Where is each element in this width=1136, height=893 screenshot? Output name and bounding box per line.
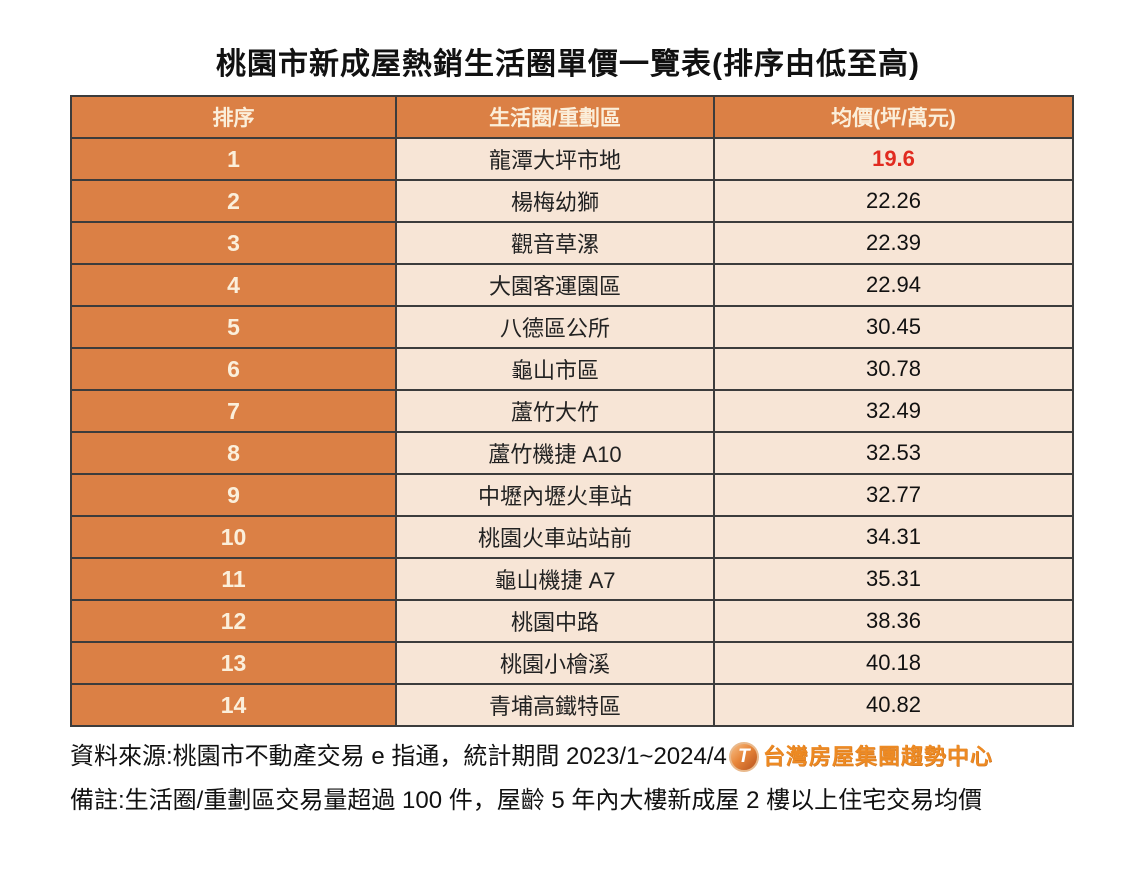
area-cell: 大園客運園區 (395, 263, 715, 307)
page-title: 桃園市新成屋熱銷生活圈單價一覽表(排序由低至高) (216, 48, 920, 81)
area-cell: 桃園中路 (395, 599, 715, 643)
rank-cell: 4 (70, 263, 397, 307)
table-row: 11 龜山機捷 A7 35.31 (70, 557, 1074, 601)
price-cell: 32.49 (713, 389, 1074, 433)
price-cell: 22.94 (713, 263, 1074, 307)
column-header-price: 均價(坪/萬元) (713, 95, 1074, 139)
footnote-text: 備註:生活圈/重劃區交易量超過 100 件，屋齡 5 年內大樓新成屋 2 樓以上… (70, 787, 983, 814)
price-cell: 32.53 (713, 431, 1074, 475)
table-row: 4 大園客運園區 22.94 (70, 263, 1074, 307)
table-row: 1 龍潭大坪市地 19.6 (70, 137, 1074, 181)
price-cell: 30.45 (713, 305, 1074, 349)
table-row: 6 龜山市區 30.78 (70, 347, 1074, 391)
price-cell: 22.26 (713, 179, 1074, 223)
footer: 資料來源:桃園市不動產交易 e 指通，統計期間 2023/1~2024/4 T … (70, 735, 1072, 823)
area-cell: 龜山市區 (395, 347, 715, 391)
table-row: 2 楊梅幼獅 22.26 (70, 179, 1074, 223)
price-cell: 34.31 (713, 515, 1074, 559)
table-body: 1 龍潭大坪市地 19.6 2 楊梅幼獅 22.26 3 觀音草漯 22.39 (70, 137, 1074, 727)
table-row: 3 觀音草漯 22.39 (70, 221, 1074, 265)
area-cell: 龜山機捷 A7 (395, 557, 715, 601)
rank-cell: 6 (70, 347, 397, 391)
area-cell: 龍潭大坪市地 (395, 137, 715, 181)
area-cell: 觀音草漯 (395, 221, 715, 265)
area-cell: 中壢內壢火車站 (395, 473, 715, 517)
area-cell: 青埔高鐵特區 (395, 683, 715, 727)
rank-cell: 3 (70, 221, 397, 265)
area-cell: 桃園小檜溪 (395, 641, 715, 685)
rank-cell: 8 (70, 431, 397, 475)
area-cell: 桃園火車站站前 (395, 515, 715, 559)
table-row: 13 桃園小檜溪 40.18 (70, 641, 1074, 685)
logo-t-icon: T (728, 742, 759, 772)
taiwan-house-logo: T 台灣房屋集團趨勢中心 (728, 735, 993, 779)
rank-cell: 9 (70, 473, 397, 517)
column-header-rank: 排序 (70, 95, 397, 139)
table-header-row: 排序 生活圈/重劃區 均價(坪/萬元) (70, 95, 1074, 139)
rank-cell: 7 (70, 389, 397, 433)
table-row: 7 蘆竹大竹 32.49 (70, 389, 1074, 433)
area-cell: 八德區公所 (395, 305, 715, 349)
rank-cell: 10 (70, 515, 397, 559)
data-source-text: 資料來源:桃園市不動產交易 e 指通，統計期間 2023/1~2024/4 (70, 743, 727, 770)
column-header-area: 生活圈/重劃區 (395, 95, 715, 139)
rank-cell: 5 (70, 305, 397, 349)
rank-cell: 11 (70, 557, 397, 601)
price-cell: 30.78 (713, 347, 1074, 391)
price-cell: 19.6 (713, 137, 1074, 181)
area-cell: 蘆竹大竹 (395, 389, 715, 433)
table-row: 9 中壢內壢火車站 32.77 (70, 473, 1074, 517)
price-cell: 38.36 (713, 599, 1074, 643)
area-cell: 蘆竹機捷 A10 (395, 431, 715, 475)
table-row: 8 蘆竹機捷 A10 32.53 (70, 431, 1074, 475)
logo-text: 台灣房屋集團趨勢中心 (762, 744, 993, 769)
rank-cell: 2 (70, 179, 397, 223)
price-cell: 40.18 (713, 641, 1074, 685)
table-row: 12 桃園中路 38.36 (70, 599, 1074, 643)
price-cell: 22.39 (713, 221, 1074, 265)
price-table: 排序 生活圈/重劃區 均價(坪/萬元) 1 龍潭大坪市地 19.6 2 楊梅幼獅… (70, 95, 1074, 727)
price-cell: 40.82 (713, 683, 1074, 727)
area-cell: 楊梅幼獅 (395, 179, 715, 223)
table-row: 10 桃園火車站站前 34.31 (70, 515, 1074, 559)
rank-cell: 14 (70, 683, 397, 727)
price-cell: 32.77 (713, 473, 1074, 517)
table-row: 5 八德區公所 30.45 (70, 305, 1074, 349)
rank-cell: 13 (70, 641, 397, 685)
table-row: 14 青埔高鐵特區 40.82 (70, 683, 1074, 727)
price-cell: 35.31 (713, 557, 1074, 601)
rank-cell: 12 (70, 599, 397, 643)
rank-cell: 1 (70, 137, 397, 181)
